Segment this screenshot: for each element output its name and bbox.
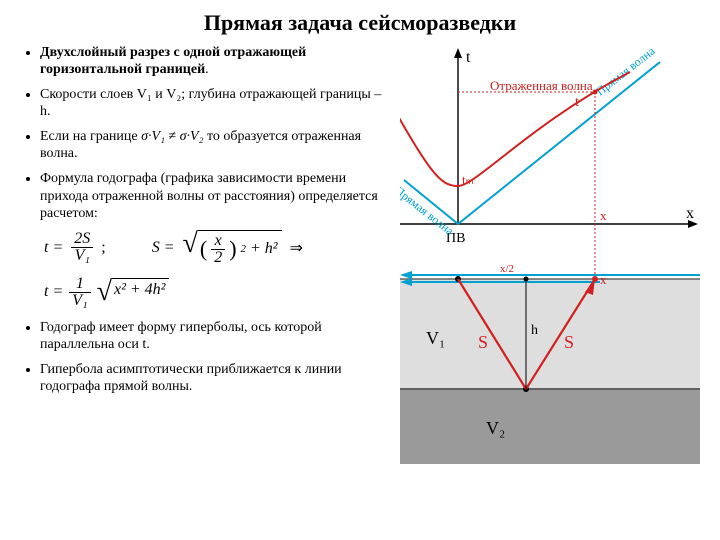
frac-x: x xyxy=(211,233,225,250)
num-2S: 2S xyxy=(71,231,93,248)
layer-2 xyxy=(400,389,700,464)
bullet-2: Скорости слоев V₁ и V₂; глубина отражающ… xyxy=(40,86,392,120)
bullet-3: Если на границе σ·V₁ ≠ σ·V₂ то образуетс… xyxy=(40,128,392,162)
h-label: h xyxy=(531,323,538,338)
V2-label: V₂ xyxy=(486,418,505,438)
V1-label: V₁ xyxy=(426,328,445,348)
S-eq: S = xyxy=(152,239,175,257)
bullet-5: Годограф имеет форму гиперболы, ось кото… xyxy=(40,319,392,353)
den-V1b: V₁ xyxy=(69,293,90,309)
sqrt-1: √ ( x 2 )2 + h² xyxy=(183,230,282,266)
bullet-3-math: σ·V₁ ≠ σ·V₂ xyxy=(141,129,203,144)
x-point-label: x xyxy=(600,208,607,223)
sqrt-arg: x² + 4h² xyxy=(112,278,170,306)
direct-wave-label-l: Прямая волна xyxy=(400,183,457,238)
plus-h2: + h² xyxy=(250,240,278,258)
bullet-3a: Если на границе xyxy=(40,129,141,144)
bullet-1-tail: . xyxy=(205,62,209,77)
implies: ⇒ xyxy=(290,238,303,258)
frac-1-V1: 1 V₁ xyxy=(69,276,90,309)
bullet-6: Гипербола асимптотически приближается к … xyxy=(40,361,392,395)
x2-label: x/2 xyxy=(500,263,514,275)
text-column: Двухслойный разрез с одной отражающей го… xyxy=(0,44,400,474)
frac-2S-V1: 2S V₁ xyxy=(71,231,93,264)
tm-label: tₘ xyxy=(462,172,474,187)
den-V1: V₁ xyxy=(71,248,93,264)
axis-t-label: t xyxy=(466,49,471,66)
t-point-label: t xyxy=(575,95,579,110)
semicolon: ; xyxy=(101,239,105,257)
bullet-4: Формула годографа (графика зависимости в… xyxy=(40,170,392,221)
page-title: Прямая задача сейсморазведки xyxy=(0,0,720,44)
frac-2: 2 xyxy=(211,250,225,266)
formula-row-2: t = 1 V₁ √ x² + 4h² xyxy=(44,276,392,309)
bullet-1: Двухслойный разрез с одной отражающей го… xyxy=(40,44,392,78)
formula-row-1: t = 2S V₁ ; S = √ ( x 2 )2 + h² xyxy=(44,230,392,266)
t-eq-2: t = xyxy=(44,283,63,301)
x-section-label: x xyxy=(600,272,607,287)
reflected-wave-label: Отраженная волна xyxy=(490,78,593,93)
S-label-l: S xyxy=(478,332,488,352)
diagram-svg: t x ПВ Прямая волна Прямая волна Отражен… xyxy=(400,44,700,474)
sqrt-2: √ x² + 4h² xyxy=(97,278,170,306)
S-label-r: S xyxy=(564,332,574,352)
t-eq: t = xyxy=(44,239,63,257)
num-1: 1 xyxy=(69,276,90,293)
axis-x-label: x xyxy=(686,205,694,222)
diagram-column: t x ПВ Прямая волна Прямая волна Отражен… xyxy=(400,44,720,474)
bullet-1-bold: Двухслойный разрез с одной отражающей го… xyxy=(40,45,306,77)
